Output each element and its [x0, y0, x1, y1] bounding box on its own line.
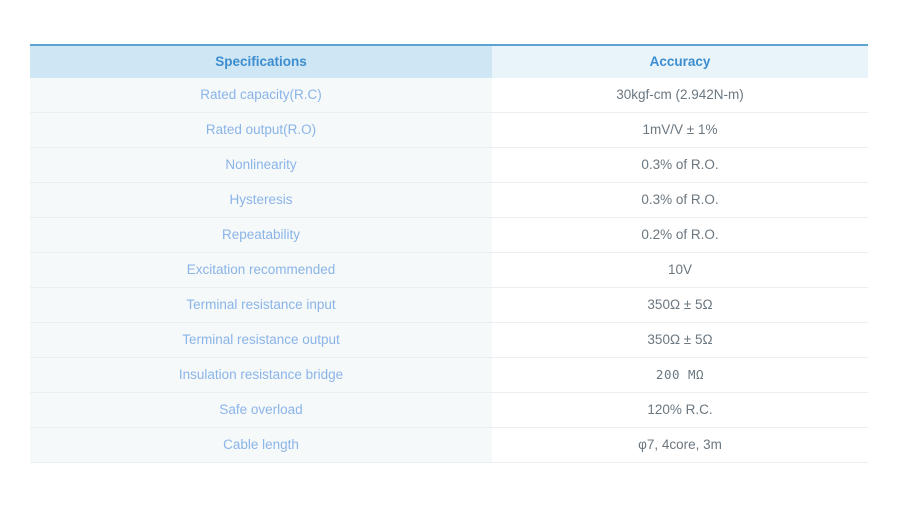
table-row: Rated capacity(R.C) 30kgf-cm (2.942N-m) — [30, 78, 868, 113]
column-header-specifications: Specifications — [30, 45, 492, 78]
table-row: Terminal resistance output 350Ω ± 5Ω — [30, 322, 868, 358]
spec-label-cell: Insulation resistance bridge — [30, 357, 492, 393]
table-row: Safe overload 120% R.C. — [30, 392, 868, 428]
spec-label-cell: Nonlinearity — [30, 147, 492, 183]
table-row: Cable length φ7, 4core, 3m — [30, 427, 868, 463]
spec-label-cell: Rated capacity(R.C) — [30, 78, 492, 113]
spec-label-cell: Cable length — [30, 427, 492, 463]
spec-value-cell: 10V — [492, 252, 868, 288]
spec-value-cell: 350Ω ± 5Ω — [492, 322, 868, 358]
spec-label-cell: Hysteresis — [30, 182, 492, 218]
table-row: Nonlinearity 0.3% of R.O. — [30, 147, 868, 183]
spec-value-cell: 1mV/V ± 1% — [492, 112, 868, 148]
spec-label-cell: Terminal resistance output — [30, 322, 492, 358]
table-header-row: Specifications Accuracy — [30, 45, 868, 78]
spec-value-cell: 350Ω ± 5Ω — [492, 287, 868, 323]
spec-value-cell: 30kgf-cm (2.942N-m) — [492, 78, 868, 113]
column-header-accuracy: Accuracy — [492, 45, 868, 78]
table-row: Rated output(R.O) 1mV/V ± 1% — [30, 112, 868, 148]
spec-label-cell: Rated output(R.O) — [30, 112, 492, 148]
spec-label-cell: Excitation recommended — [30, 252, 492, 288]
spec-value-cell: 120% R.C. — [492, 392, 868, 428]
spec-label-cell: Safe overload — [30, 392, 492, 428]
specifications-table: Specifications Accuracy Rated capacity(R… — [30, 44, 868, 463]
table-row: Insulation resistance bridge 200 MΩ — [30, 357, 868, 393]
spec-value-cell: 200 MΩ — [492, 357, 868, 393]
table-row: Terminal resistance input 350Ω ± 5Ω — [30, 287, 868, 323]
table-body: Rated capacity(R.C) 30kgf-cm (2.942N-m) Ra… — [30, 78, 868, 463]
spec-value-cell: 0.3% of R.O. — [492, 182, 868, 218]
table-row: Excitation recommended 10V — [30, 252, 868, 288]
table-header: Specifications Accuracy — [30, 45, 868, 78]
spec-value-cell: φ7, 4core, 3m — [492, 427, 868, 463]
spec-label-cell: Terminal resistance input — [30, 287, 492, 323]
spec-value-cell: 0.3% of R.O. — [492, 147, 868, 183]
table-row: Hysteresis 0.3% of R.O. — [30, 182, 868, 218]
spec-label-cell: Repeatability — [30, 217, 492, 253]
spec-value-cell: 0.2% of R.O. — [492, 217, 868, 253]
table-row: Repeatability 0.2% of R.O. — [30, 217, 868, 253]
